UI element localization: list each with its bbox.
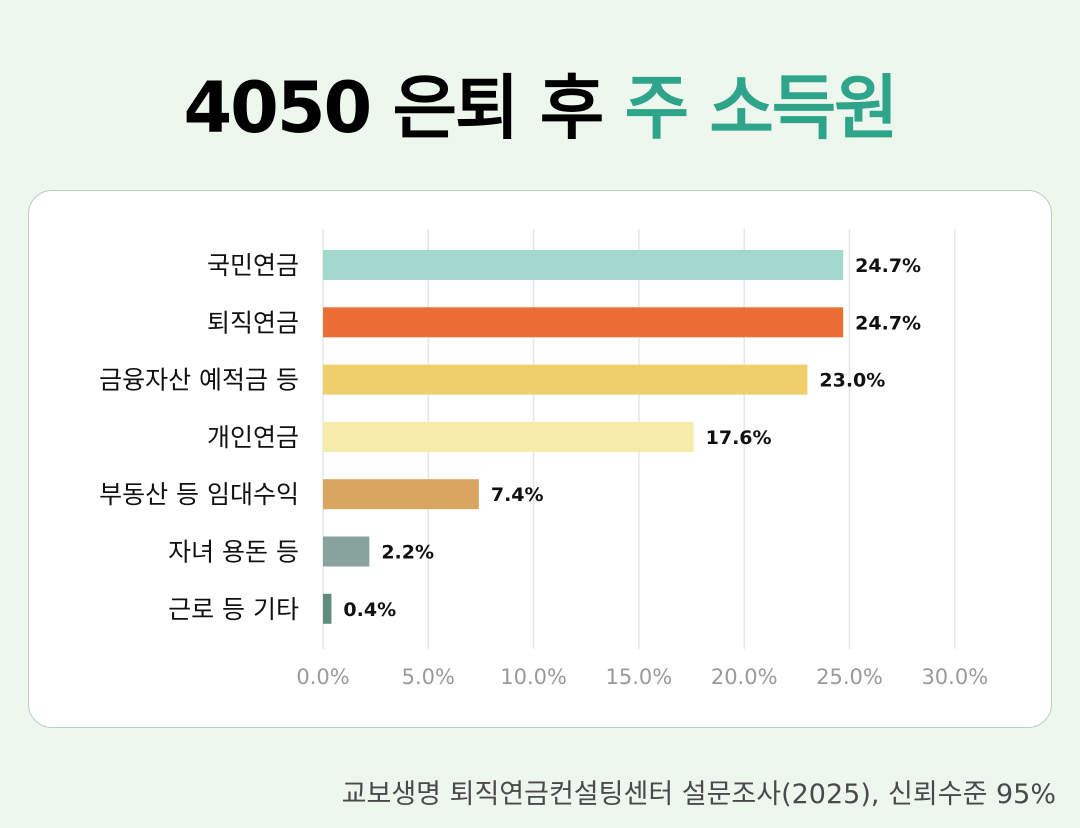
x-tick-label: 30.0% — [921, 665, 988, 689]
title-main: 4050 은퇴 후 — [183, 67, 625, 149]
value-label: 24.7% — [855, 255, 921, 277]
value-label: 24.7% — [855, 312, 921, 334]
category-label: 개인연금 — [207, 423, 299, 452]
x-tick-label: 5.0% — [402, 665, 455, 689]
x-tick-label: 0.0% — [296, 665, 349, 689]
bar — [323, 307, 844, 338]
value-label: 0.4% — [343, 599, 396, 621]
value-label: 7.4% — [491, 484, 544, 506]
bar-chart: 0.0% 5.0% 10.0% 15.0% 20.0% 25.0% 30.0% 국민연금 24.… — [99, 229, 988, 689]
value-label: 2.2% — [381, 542, 434, 564]
x-tick-label: 15.0% — [606, 665, 673, 689]
value-label: 17.6% — [706, 427, 772, 449]
category-label: 근로 등 기타 — [168, 595, 299, 624]
bar — [323, 536, 370, 567]
bar — [323, 593, 332, 624]
category-label: 퇴직연금 — [207, 308, 299, 337]
category-label: 자녀 용돈 등 — [168, 538, 299, 567]
category-label: 국민연금 — [207, 251, 299, 280]
category-label: 부동산 등 임대수익 — [99, 480, 299, 509]
title-accent: 주 소득원 — [624, 67, 899, 149]
x-tick-label: 20.0% — [711, 665, 778, 689]
chart-title: 4050 은퇴 후 주 소득원 — [0, 52, 1080, 153]
chart-card: 0.0% 5.0% 10.0% 15.0% 20.0% 25.0% 30.0% 국민연금 24.… — [28, 190, 1052, 728]
x-tick-label: 25.0% — [816, 665, 883, 689]
bar — [323, 479, 479, 510]
category-label: 금융자산 예적금 등 — [99, 366, 299, 395]
source-note: 교보생명 퇴직연금컨설팅센터 설문조사(2025), 신뢰수준 95% — [341, 779, 1056, 810]
bar — [323, 250, 844, 280]
value-label: 23.0% — [819, 370, 885, 392]
x-tick-label: 10.0% — [500, 665, 567, 689]
bar — [323, 421, 694, 452]
bar — [323, 364, 808, 395]
